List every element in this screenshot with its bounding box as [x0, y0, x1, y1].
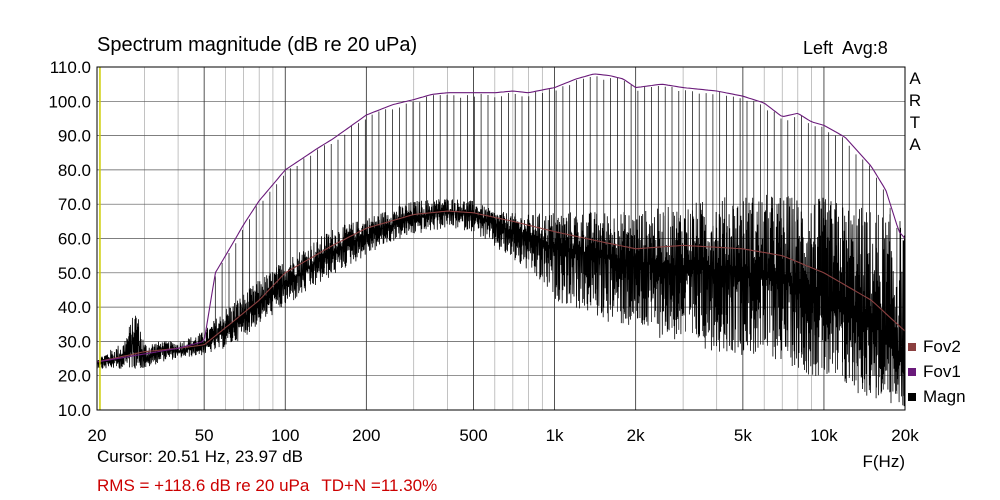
harmonic-peaks [214, 76, 905, 396]
x-tick-label: 1k [546, 426, 564, 445]
x-axis-label: F(Hz) [863, 452, 905, 471]
y-tick-label: 80.0 [58, 161, 91, 180]
brand-logo: A R T A [904, 68, 926, 156]
plot-frame [96, 66, 906, 411]
y-tick-label: 50.0 [58, 264, 91, 283]
legend-label-fov2: Fov2 [923, 336, 961, 356]
brand-letter: A [909, 135, 921, 154]
legend-item-fov2[interactable]: Fov2 [908, 334, 966, 359]
brand-letter: T [909, 113, 921, 132]
x-tick-label: 500 [459, 426, 487, 445]
x-tick-label: 50 [195, 426, 214, 445]
y-tick-label: 20.0 [58, 367, 91, 386]
channel-avg-label: Left Avg:8 [803, 38, 888, 58]
x-tick-label: 20 [88, 426, 107, 445]
x-tick-label: 100 [271, 426, 299, 445]
x-tick-label: 200 [352, 426, 380, 445]
y-tick-label: 40.0 [58, 298, 91, 317]
series-magn [97, 194, 905, 407]
series-fov2 [97, 210, 905, 363]
y-tick-label: 30.0 [58, 332, 91, 351]
legend-label-magn: Magn [923, 386, 966, 406]
legend-swatch-fov1 [908, 367, 916, 376]
legend-swatch-fov2 [908, 342, 916, 351]
y-tick-label: 70.0 [58, 195, 91, 214]
tdn-value: TD+N =11.30% [321, 476, 438, 495]
x-tick-label: 2k [627, 426, 645, 445]
y-tick-label: 60.0 [58, 230, 91, 249]
legend: Fov2 Fov1 Magn [908, 334, 966, 409]
y-tick-label: 100.0 [48, 92, 91, 111]
x-tick-label: 10k [810, 426, 838, 445]
x-tick-labels: 20 50 100 200 500 1k 2k 5k 10k 20k [88, 426, 920, 445]
y-tick-label: 90.0 [58, 127, 91, 146]
rms-value: RMS = +118.6 dB re 20 uPa [97, 476, 310, 495]
y-tick-labels: 10.0 20.0 30.0 40.0 50.0 60.0 70.0 80.0 90.0 100.… [48, 58, 91, 420]
rms-readout: RMS = +118.6 dB re 20 uPa TD+N =11.30% [97, 476, 449, 496]
series-fov1 [97, 73, 905, 363]
y-tick-label: 110.0 [50, 58, 91, 77]
legend-swatch-magn [908, 392, 916, 401]
x-tick-label: 5k [734, 426, 752, 445]
brand-letter: R [908, 91, 922, 110]
plot-area [97, 67, 905, 410]
chart-title: Spectrum magnitude (dB re 20 uPa) [97, 34, 418, 56]
x-tick-label: 20k [891, 426, 919, 445]
legend-item-magn[interactable]: Magn [908, 384, 966, 409]
legend-item-fov1[interactable]: Fov1 [908, 359, 966, 384]
legend-label-fov1: Fov1 [923, 361, 961, 381]
y-tick-label: 10.0 [58, 401, 91, 420]
brand-letter: A [909, 69, 921, 88]
cursor-readout: Cursor: 20.51 Hz, 23.97 dB [97, 447, 304, 466]
